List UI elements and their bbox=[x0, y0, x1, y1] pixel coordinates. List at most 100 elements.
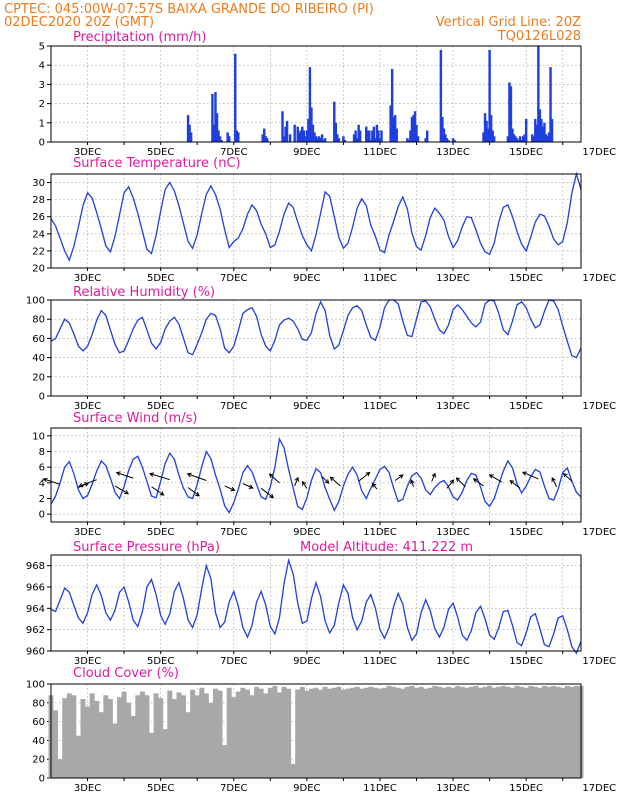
precip-bar bbox=[491, 130, 494, 142]
pressure-xtick-label: 17DEC bbox=[582, 656, 616, 667]
precip-bar bbox=[537, 46, 540, 142]
wind-vector-arrow bbox=[187, 487, 200, 497]
wind-vector-arrow bbox=[294, 476, 299, 487]
precip-bar bbox=[266, 138, 269, 142]
cloud-cover-bar bbox=[249, 695, 255, 778]
cloud-cover-bar bbox=[85, 706, 91, 778]
header-model-code: TQ0126L028 bbox=[497, 29, 581, 44]
precip-bar bbox=[218, 136, 222, 142]
cloud-cover-bar bbox=[244, 689, 250, 778]
cloud-cover-bar bbox=[199, 687, 205, 778]
precip-bar bbox=[375, 124, 379, 142]
cloud-cover-bar bbox=[487, 685, 493, 778]
precip-bar bbox=[188, 124, 191, 142]
header-location: CPTEC: 045:00W-07:57S BAIXA GRANDE DO RI… bbox=[4, 2, 374, 17]
humidity-xtick-label: 11DEC bbox=[363, 401, 397, 412]
precip-bar bbox=[506, 136, 510, 142]
cloud-cover-bar bbox=[418, 686, 424, 778]
cloud-cover-bar bbox=[423, 688, 429, 778]
precip-bar bbox=[441, 117, 444, 142]
humidity-series-line bbox=[50, 299, 582, 359]
pressure-xtick-label: 7DEC bbox=[220, 656, 247, 667]
precip-bar bbox=[322, 140, 325, 142]
cloud-cover-bar bbox=[505, 686, 511, 778]
humidity-xtick-label: 9DEC bbox=[293, 401, 320, 412]
precip-bar bbox=[214, 92, 217, 142]
precip-bar bbox=[531, 134, 534, 142]
precip-bar bbox=[517, 140, 520, 142]
wind-vector-arrow bbox=[321, 476, 330, 484]
precip-bar bbox=[393, 115, 397, 142]
cloud-cover-bar bbox=[117, 697, 123, 778]
cloud-cover-bar bbox=[176, 692, 182, 778]
cloud-cover-bar bbox=[203, 693, 209, 778]
precip-bar bbox=[333, 101, 336, 142]
wind-xtick-label: 13DEC bbox=[436, 527, 470, 538]
precip-bar bbox=[535, 124, 539, 142]
pressure-xtick-label: 11DEC bbox=[363, 656, 397, 667]
wind-ytick-label: 10 bbox=[32, 431, 45, 442]
temperature-panel-title: Surface Temperature (nC) bbox=[73, 156, 241, 171]
wind-vector-arrow bbox=[268, 473, 280, 484]
precip-bar bbox=[425, 130, 429, 142]
precip-bar bbox=[317, 136, 321, 142]
precip-bar bbox=[334, 122, 338, 142]
cloud-cover-bar bbox=[500, 685, 506, 778]
pressure-frame bbox=[50, 554, 582, 652]
pressure-xtick-label: 3DEC bbox=[74, 656, 101, 667]
humidity-xtick-label: 17DEC bbox=[582, 401, 616, 412]
precip-bar bbox=[311, 124, 315, 142]
precip-bar bbox=[301, 126, 304, 142]
wind-vector-arrow bbox=[551, 477, 558, 487]
cloud-cover-bar bbox=[107, 699, 113, 778]
wind-vector-arrow bbox=[488, 474, 503, 483]
precip-bar bbox=[532, 136, 536, 142]
wind-vector-arrow bbox=[358, 471, 371, 482]
cloud-cover-bar bbox=[295, 689, 301, 778]
cloud-ytick-label: 100 bbox=[26, 680, 45, 691]
precip-bar bbox=[424, 138, 427, 142]
wind-vector-arrow bbox=[186, 472, 207, 481]
precip-bar bbox=[354, 130, 357, 142]
precip-bar bbox=[543, 122, 546, 142]
precip-bar bbox=[320, 134, 324, 142]
wind-vector-arrow bbox=[115, 471, 134, 479]
precip-bar bbox=[547, 132, 551, 142]
precip-bar bbox=[395, 128, 398, 142]
precip-bar bbox=[293, 124, 296, 142]
precip-xtick-label: 13DEC bbox=[436, 147, 470, 158]
precip-bar bbox=[489, 115, 493, 142]
cloud-cover-bar bbox=[194, 695, 200, 778]
cloud-cover-bar bbox=[441, 687, 447, 778]
cloud-cover-bar bbox=[286, 688, 292, 778]
header-date: 02DEC2020 20Z (GMT) bbox=[4, 15, 154, 30]
precip-bar bbox=[336, 134, 339, 142]
precip-bar bbox=[264, 136, 267, 142]
humidity-panel-title: Relative Humidity (%) bbox=[73, 285, 215, 300]
humidity-ytick-label: 40 bbox=[32, 353, 45, 364]
precip-bar bbox=[211, 94, 214, 142]
cloud-cover-bar bbox=[121, 691, 127, 778]
precip-bar bbox=[407, 140, 411, 142]
wind-xtick-label: 17DEC bbox=[582, 527, 616, 538]
precip-ytick-label: 5 bbox=[39, 42, 45, 53]
cloud-cover-bar bbox=[130, 715, 136, 778]
wind-vector-arrow bbox=[42, 477, 61, 485]
cloud-cover-bar bbox=[532, 686, 538, 778]
precip-bar bbox=[409, 130, 412, 142]
wind-ytick-label: 0 bbox=[39, 510, 45, 521]
cloud-cover-bar bbox=[240, 687, 246, 778]
precip-bar bbox=[305, 130, 309, 142]
precip-bar bbox=[518, 136, 522, 142]
cloud-cover-bar bbox=[427, 687, 433, 778]
wind-xtick-label: 15DEC bbox=[509, 527, 543, 538]
precip-panel-title: Precipitation (mm/h) bbox=[73, 30, 206, 45]
precip-bar bbox=[483, 113, 487, 142]
precip-bar bbox=[416, 136, 420, 142]
wind-ytick-label: 4 bbox=[39, 478, 45, 489]
precip-xtick-label: 17DEC bbox=[582, 147, 616, 158]
cloud-cover-bar bbox=[185, 712, 191, 778]
temperature-xtick-label: 9DEC bbox=[293, 273, 320, 284]
precip-bar bbox=[343, 140, 347, 142]
humidity-xtick-label: 15DEC bbox=[509, 401, 543, 412]
